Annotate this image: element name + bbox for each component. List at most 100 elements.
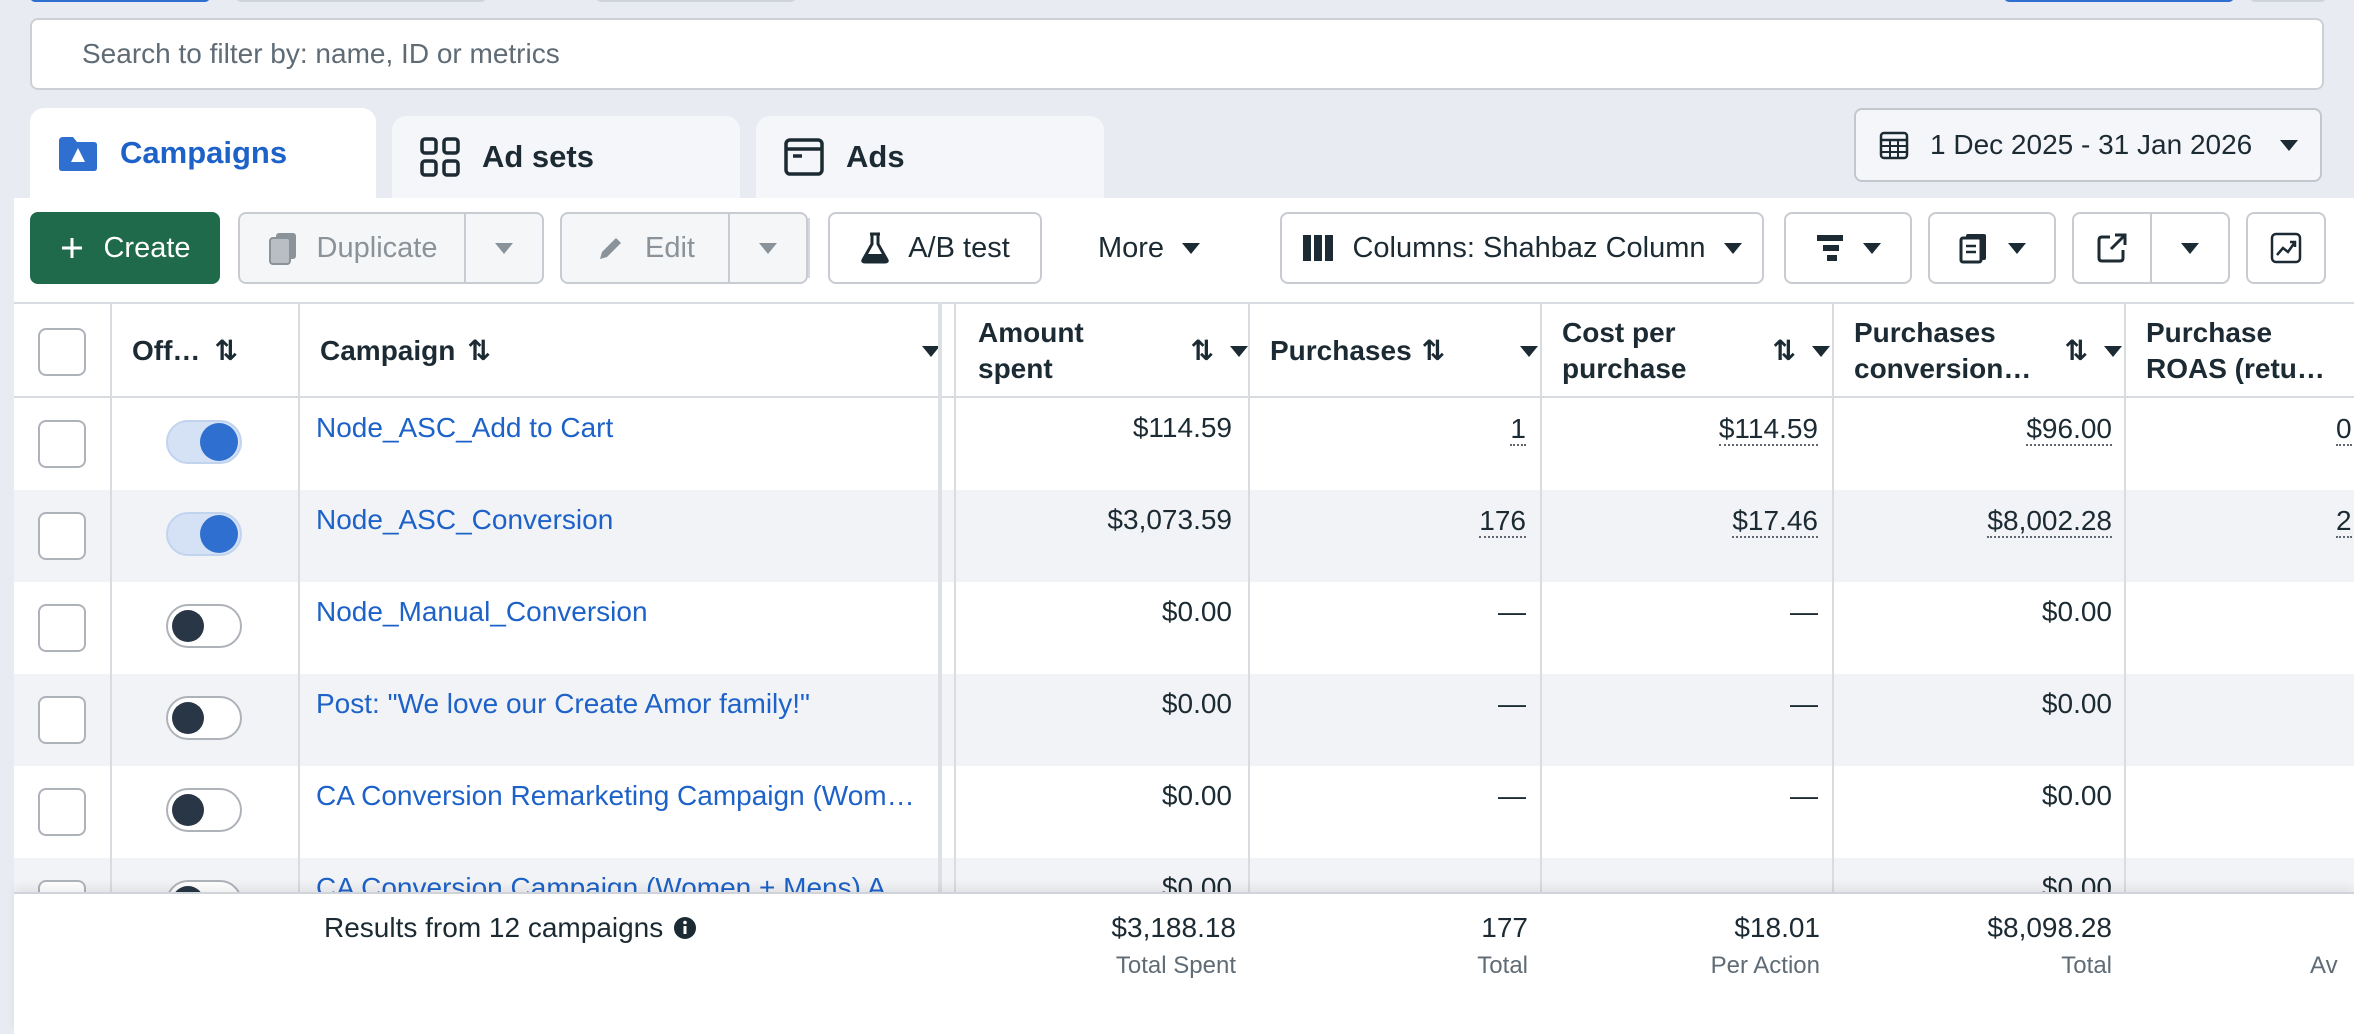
duplicate-dropdown-button[interactable] — [464, 212, 544, 284]
campaign-name-link[interactable]: Node_ASC_Conversion — [316, 504, 614, 535]
top-tab-fragment[interactable] — [596, 0, 796, 2]
top-tab-fragment[interactable] — [30, 0, 210, 2]
table-row[interactable]: Node_Manual_Conversion $0.00 — — $0.00 — [14, 582, 2354, 674]
campaign-name-link[interactable]: CA Conversion Remarketing Campaign (Wom… — [316, 780, 915, 811]
info-icon[interactable] — [673, 916, 697, 940]
edit-dropdown-button[interactable] — [728, 212, 808, 284]
chevron-down-icon[interactable] — [1230, 345, 1248, 357]
column-header-label: Purchases — [1270, 335, 1412, 366]
campaign-name-link[interactable]: CA Conversion Campaign (Women + Mens) A… — [316, 872, 914, 892]
purchases-conversion-value: $0.00 — [2041, 780, 2112, 811]
reports-icon — [1959, 234, 1986, 264]
campaign-status-toggle[interactable] — [166, 696, 242, 740]
create-button[interactable]: Create — [30, 212, 220, 284]
column-header-campaign[interactable]: Campaign ⇅ — [320, 304, 940, 398]
toolbar: Create Duplicate Edit A/B test More Colu… — [14, 212, 2354, 284]
sort-icon[interactable]: ⇅ — [1421, 335, 1446, 366]
columns-label: Columns: Shahbaz Column — [1352, 231, 1706, 264]
row-checkbox[interactable] — [38, 880, 86, 892]
purchases-conversion-cell: $96.00 — [1832, 398, 2112, 490]
purchases-value[interactable]: 1 — [1510, 413, 1526, 446]
column-divider — [2124, 302, 2126, 1034]
cost-per-purchase-cell: $17.46 — [1540, 490, 1818, 582]
tab-ad-sets[interactable]: Ad sets — [392, 116, 740, 198]
top-tab-fragment[interactable] — [236, 0, 486, 2]
date-range-picker[interactable]: 1 Dec 2025 - 31 Jan 2026 — [1854, 108, 2322, 182]
more-label: More — [1097, 231, 1165, 264]
purchases-conversion-cell: $0.00 — [1832, 766, 2112, 858]
pencil-icon — [600, 238, 621, 259]
column-header-label: Off… — [132, 335, 201, 366]
sort-icon[interactable]: ⇅ — [467, 335, 491, 366]
duplicate-button[interactable]: Duplicate — [238, 212, 466, 284]
chevron-down-icon — [2008, 242, 2026, 254]
column-header-cost-per-purchase[interactable]: Cost per purchase ⇅ — [1562, 304, 1830, 398]
table-row[interactable]: Node_ASC_Add to Cart $114.59 1 $114.59 $96.0… — [14, 398, 2354, 490]
charts-button[interactable] — [2246, 212, 2326, 284]
sort-icon[interactable]: ⇅ — [214, 335, 238, 366]
sort-icon[interactable]: ⇅ — [1772, 335, 1796, 366]
row-checkbox[interactable] — [38, 604, 86, 652]
breakdown-button[interactable] — [1784, 212, 1912, 284]
export-button[interactable] — [2072, 212, 2152, 284]
chevron-down-icon — [1182, 242, 1201, 254]
purchase-roas-cell: 2 — [2124, 490, 2354, 582]
cost-per-purchase-value[interactable]: $114.59 — [1718, 413, 1818, 446]
table-row[interactable]: CA Conversion Remarketing Campaign (Wom…… — [14, 766, 2354, 858]
column-header-purchases-conversion[interactable]: Purchases conversion… ⇅ — [1854, 304, 2122, 398]
edit-button[interactable]: Edit — [560, 212, 730, 284]
column-header-amount-spent[interactable]: Amount spent ⇅ — [978, 304, 1248, 398]
top-button-fragment[interactable] — [2250, 0, 2326, 2]
row-checkbox[interactable] — [38, 696, 86, 744]
purchases-conversion-cell: $0.00 — [1832, 858, 2112, 892]
search-input[interactable] — [82, 38, 2322, 70]
cost-per-purchase-value: — — [1790, 688, 1818, 719]
chevron-down-icon[interactable] — [1812, 345, 1830, 357]
campaign-name-link[interactable]: Post: "We love our Create Amor family!" — [316, 688, 810, 719]
tab-ads[interactable]: Ads — [756, 116, 1104, 198]
sort-icon[interactable]: ⇅ — [1190, 335, 1214, 366]
duplicate-label: Duplicate — [316, 231, 438, 264]
chevron-down-icon[interactable] — [1520, 345, 1538, 357]
campaign-status-toggle[interactable] — [166, 788, 242, 832]
column-header-label: conversion… — [1854, 353, 2032, 384]
purchases-conversion-value[interactable]: $8,002.28 — [1987, 505, 2112, 538]
total-purchases: 177 — [1481, 912, 1528, 943]
chevron-down-icon — [2280, 139, 2298, 151]
row-checkbox[interactable] — [38, 420, 86, 468]
column-header-purchase-roas[interactable]: Purchase ROAS (retu… — [2146, 304, 2354, 398]
cost-per-purchase-value: — — [1790, 596, 1818, 627]
row-checkbox[interactable] — [38, 512, 86, 560]
campaign-status-toggle[interactable] — [166, 604, 242, 648]
more-button[interactable]: More — [1060, 212, 1238, 284]
date-range-label: 1 Dec 2025 - 31 Jan 2026 — [1930, 129, 2253, 160]
chevron-down-icon[interactable] — [2104, 345, 2122, 357]
ab-test-button[interactable]: A/B test — [828, 212, 1042, 284]
table-row[interactable]: Node_ASC_Conversion $3,073.59 176 $17.46 $8,… — [14, 490, 2354, 582]
purchases-value[interactable]: 176 — [1479, 505, 1526, 538]
campaign-name-link[interactable]: Node_ASC_Add to Cart — [316, 412, 614, 443]
top-strip — [0, 0, 2354, 6]
sort-icon[interactable]: ⇅ — [2064, 335, 2088, 366]
column-header-purchases[interactable]: Purchases ⇅ — [1270, 304, 1538, 398]
table-row[interactable]: CA Conversion Campaign (Women + Mens) A…… — [14, 858, 2354, 892]
chevron-down-icon — [1863, 242, 1881, 254]
row-checkbox[interactable] — [38, 788, 86, 836]
chevron-down-icon[interactable] — [922, 345, 940, 357]
top-button-fragment[interactable] — [2004, 0, 2234, 2]
columns-button[interactable]: Columns: Shahbaz Column — [1280, 212, 1764, 284]
select-all-checkbox[interactable] — [38, 328, 86, 376]
cost-per-purchase-value[interactable]: $17.46 — [1732, 505, 1818, 538]
purchases-value: — — [1498, 688, 1526, 719]
reports-button[interactable] — [1928, 212, 2056, 284]
purchases-conversion-value: $0.00 — [2041, 596, 2112, 627]
tab-campaigns[interactable]: Campaigns — [30, 108, 376, 198]
campaign-name-link[interactable]: Node_Manual_Conversion — [316, 596, 648, 627]
campaign-status-toggle[interactable] — [166, 420, 242, 464]
campaign-status-toggle[interactable] — [166, 880, 242, 892]
campaign-status-toggle[interactable] — [166, 512, 242, 556]
table-row[interactable]: Post: "We love our Create Amor family!" $… — [14, 674, 2354, 766]
export-dropdown-button[interactable] — [2150, 212, 2230, 284]
purchases-conversion-value[interactable]: $96.00 — [2026, 413, 2112, 446]
column-header-status[interactable]: Off… ⇅ — [132, 304, 238, 398]
